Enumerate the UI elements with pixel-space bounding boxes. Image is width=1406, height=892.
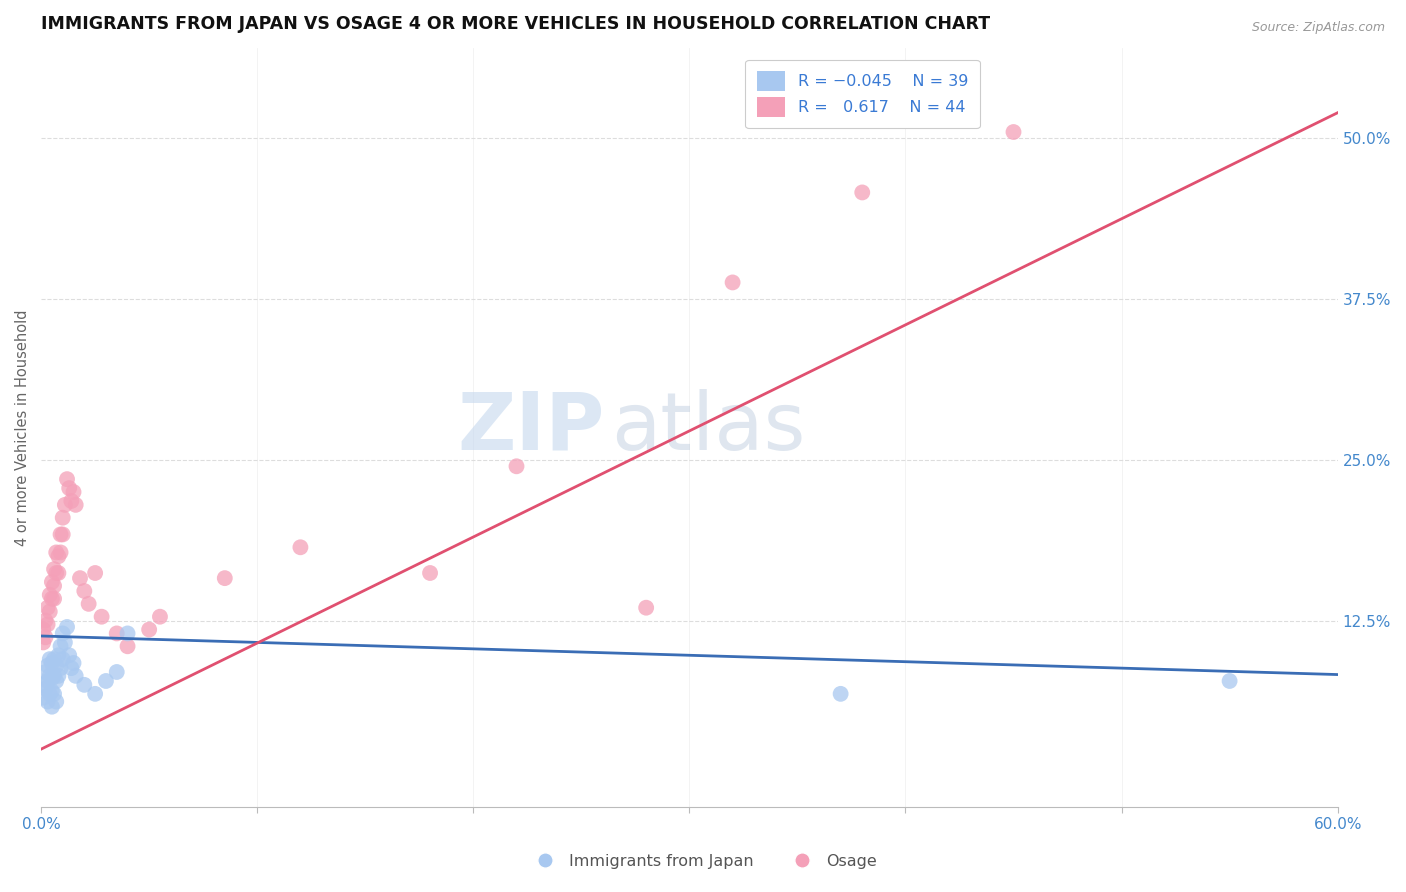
Point [38,588,60,602]
Text: Source: ZipAtlas.com: Source: ZipAtlas.com [1251,21,1385,34]
Point [41,699,63,714]
Text: IMMIGRANTS FROM JAPAN VS OSAGE 4 OR MORE VEHICLES IN HOUSEHOLD CORRELATION CHART: IMMIGRANTS FROM JAPAN VS OSAGE 4 OR MORE… [41,15,990,33]
Point [1002,125,1025,139]
Legend: R = −0.045    N = 39, R =   0.617    N = 44: R = −0.045 N = 39, R = 0.617 N = 44 [745,61,980,128]
Point [32,690,55,705]
Point [41,591,63,606]
Point [62,656,84,670]
Point [49,527,72,541]
Text: ZIP: ZIP [458,389,605,467]
Point [42,669,65,683]
Point [721,276,744,290]
Point [52,652,75,666]
Point [149,609,172,624]
Point [69,571,91,585]
Point [37,600,59,615]
Point [37,617,59,632]
Point [38,605,60,619]
Point [32,623,55,637]
Point [117,640,139,654]
Point [58,648,80,663]
Point [45,673,67,688]
Point [52,527,75,541]
Point [48,648,70,663]
Point [49,545,72,559]
Point [56,620,79,634]
Point [48,566,70,580]
Point [58,481,80,495]
Point [851,186,873,200]
Point [37,695,59,709]
Point [38,687,60,701]
Point [48,549,70,564]
Point [105,626,128,640]
Point [48,669,70,683]
Point [60,661,83,675]
Point [65,669,87,683]
Point [45,566,67,580]
Point [32,678,55,692]
Point [38,669,60,683]
Point [42,687,65,701]
Y-axis label: 4 or more Vehicles in Household: 4 or more Vehicles in Household [15,310,30,546]
Point [77,597,100,611]
Point [52,626,75,640]
Point [37,673,59,688]
Point [60,494,83,508]
Point [34,681,56,696]
Point [53,635,76,649]
Point [42,652,65,666]
Point [84,566,107,580]
Point [34,614,56,628]
Point [105,665,128,679]
Point [41,684,63,698]
Point [505,459,527,474]
Point [38,652,60,666]
Point [52,510,75,524]
Point [94,673,117,688]
Point [42,591,65,606]
Point [84,687,107,701]
Point [56,472,79,486]
Point [90,609,112,624]
Point [73,678,96,692]
Point [32,635,55,649]
Legend: Immigrants from Japan, Osage: Immigrants from Japan, Osage [523,847,883,875]
Point [41,574,63,589]
Point [34,630,56,644]
Text: atlas: atlas [612,389,806,467]
Point [45,658,67,673]
Point [53,498,76,512]
Point [42,579,65,593]
Point [49,640,72,654]
Point [636,600,658,615]
Point [830,687,852,701]
Point [73,584,96,599]
Point [62,485,84,500]
Point [65,498,87,512]
Point [419,566,441,580]
Point [138,623,160,637]
Point [49,661,72,675]
Point [290,541,312,555]
Point [1219,673,1241,688]
Point [37,658,59,673]
Point [41,672,63,686]
Point [42,562,65,576]
Point [45,695,67,709]
Point [45,545,67,559]
Point [41,656,63,670]
Point [117,626,139,640]
Point [34,665,56,679]
Point [214,571,236,585]
